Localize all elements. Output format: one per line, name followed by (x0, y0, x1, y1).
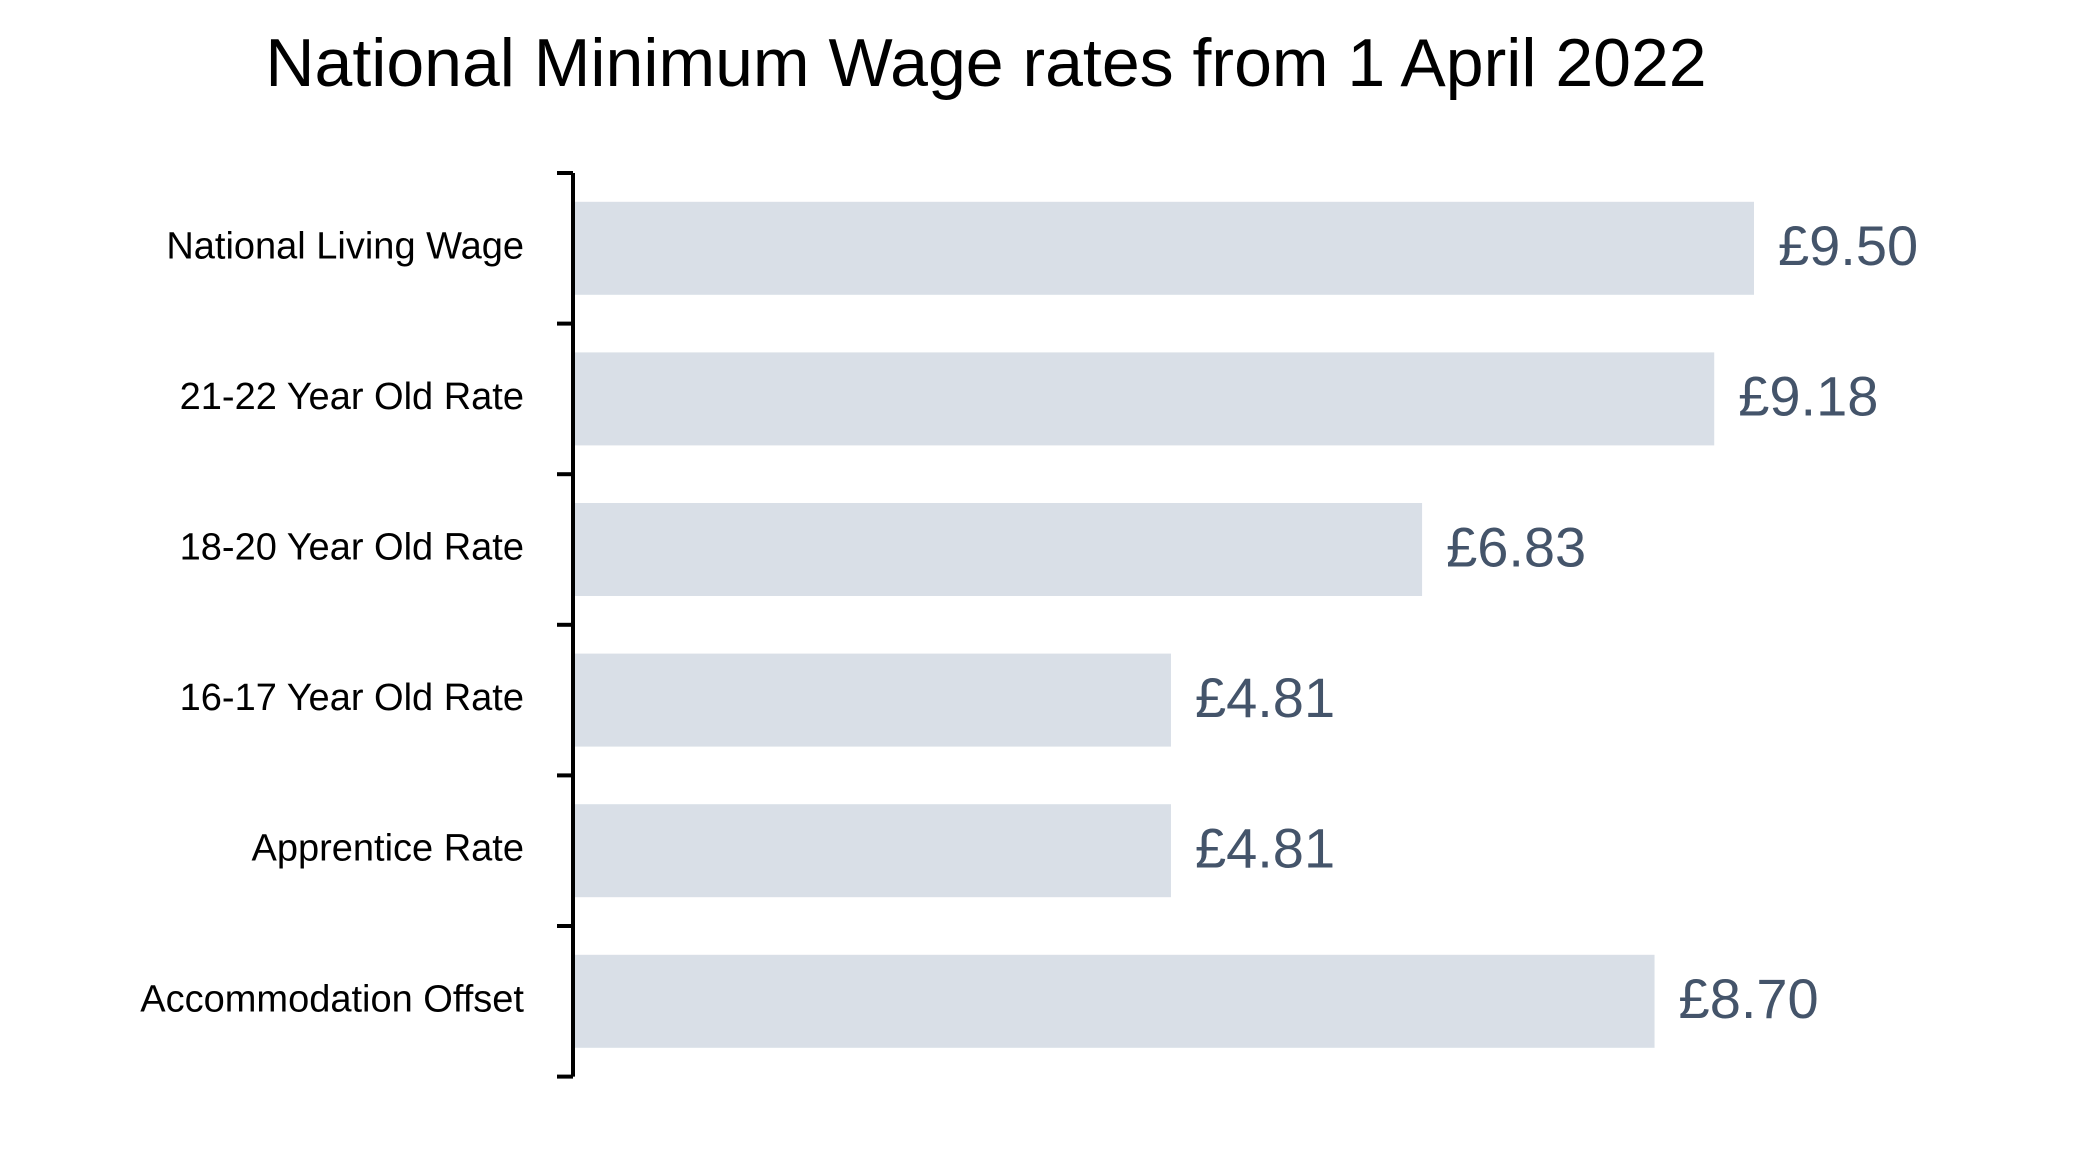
value-label: £9.18 (1738, 365, 1878, 428)
bar (575, 503, 1423, 596)
bar (575, 201, 1754, 295)
value-label: £9.50 (1778, 214, 1918, 277)
bar (575, 352, 1715, 446)
value-label: £4.81 (1195, 816, 1335, 879)
bar (575, 653, 1171, 747)
category-label: 18-20 Year Old Rate (180, 527, 524, 569)
category-label: Accommodation Offset (140, 978, 524, 1020)
chart-title: National Minimum Wage rates from 1 April… (265, 25, 1706, 101)
category-label: Apprentice Rate (252, 828, 525, 870)
value-label: £6.83 (1446, 515, 1586, 578)
bar (575, 804, 1171, 898)
value-label: £4.81 (1195, 666, 1335, 729)
category-label: 16-17 Year Old Rate (180, 677, 524, 719)
value-label: £8.70 (1679, 967, 1819, 1030)
bar (575, 954, 1655, 1048)
category-label: National Living Wage (166, 225, 524, 267)
category-label: 21-22 Year Old Rate (180, 376, 524, 418)
